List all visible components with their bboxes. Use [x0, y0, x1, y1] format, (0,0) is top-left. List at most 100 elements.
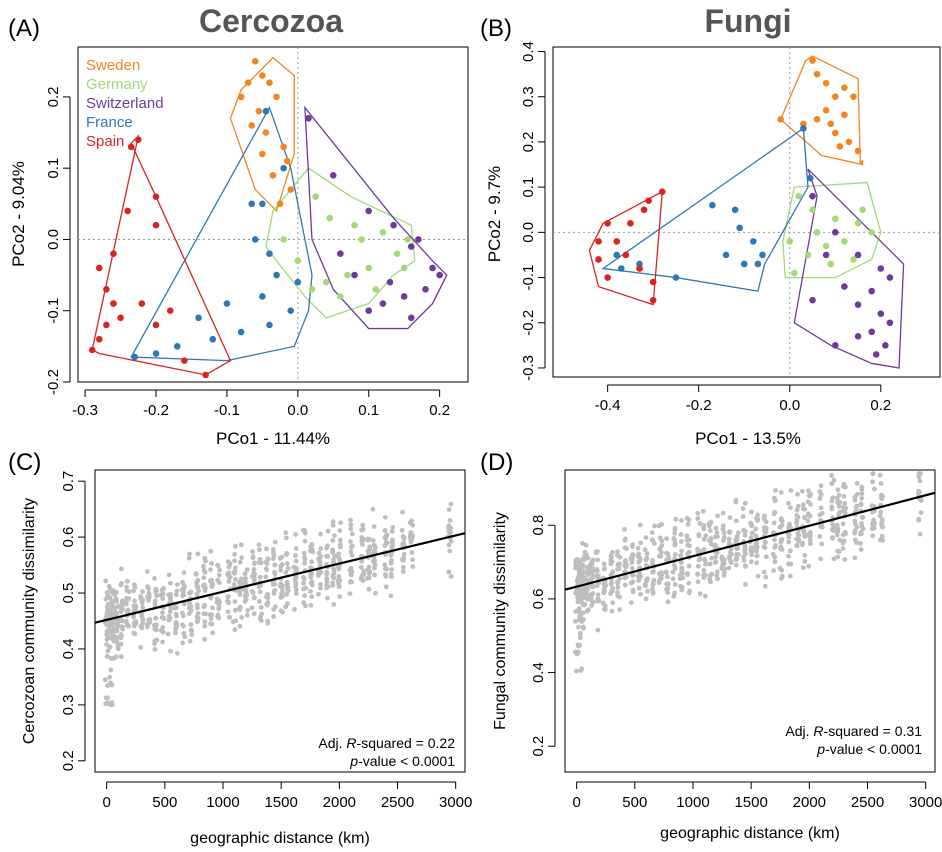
- distance-point: [300, 527, 306, 533]
- distance-point: [733, 562, 739, 568]
- distance-point: [280, 589, 285, 594]
- point-spain: [613, 238, 621, 245]
- panel-label: (B): [480, 15, 512, 42]
- distance-point: [719, 556, 725, 562]
- distance-point: [701, 523, 707, 528]
- distance-point: [741, 557, 747, 563]
- point-germany: [358, 236, 365, 243]
- distance-point: [361, 568, 367, 574]
- distance-point: [152, 576, 157, 581]
- distance-point: [399, 557, 405, 563]
- distance-point: [590, 599, 596, 605]
- distance-point: [123, 601, 129, 607]
- distance-point: [680, 575, 686, 581]
- distance-point: [786, 534, 792, 540]
- point-spain: [117, 314, 124, 322]
- distance-point: [232, 558, 237, 564]
- distance-point: [678, 518, 684, 523]
- distance-point: [382, 514, 388, 520]
- distance-point: [805, 512, 811, 518]
- y-tick-label: 0.0: [520, 222, 537, 243]
- x-tick-label: 3000: [439, 794, 472, 811]
- point-spain: [604, 220, 611, 227]
- distance-point: [335, 577, 341, 583]
- distance-point: [371, 524, 377, 529]
- distance-point: [740, 506, 746, 512]
- distance-point: [609, 588, 615, 593]
- distance-point: [167, 580, 173, 586]
- x-axis-label: PCo1 - 13.5%: [695, 429, 801, 448]
- distance-point: [695, 579, 701, 585]
- distance-point: [795, 503, 801, 509]
- hull-germany: [265, 167, 416, 319]
- distance-point: [650, 591, 656, 596]
- distance-point: [630, 552, 635, 557]
- point-spain: [88, 346, 96, 354]
- point-germany: [791, 269, 798, 277]
- distance-point: [726, 536, 732, 542]
- distance-point: [701, 568, 707, 573]
- distance-point: [870, 479, 875, 485]
- distance-point: [382, 566, 388, 572]
- distance-point: [226, 614, 232, 620]
- distance-point: [800, 502, 806, 508]
- distance-point: [771, 520, 777, 526]
- point-switzerland: [872, 351, 880, 358]
- distance-point: [659, 543, 665, 548]
- distance-point: [118, 635, 124, 641]
- distance-point: [638, 591, 643, 597]
- distance-point: [713, 525, 719, 531]
- distance-point: [265, 556, 271, 562]
- distance-point: [160, 610, 165, 616]
- point-switzerland: [390, 221, 397, 229]
- distance-point: [578, 668, 584, 673]
- distance-point: [244, 567, 250, 573]
- distance-point: [829, 480, 835, 486]
- distance-point: [160, 615, 166, 621]
- point-switzerland: [429, 264, 436, 272]
- distance-point: [159, 587, 165, 593]
- distance-point: [145, 584, 151, 590]
- y-tick-label: -0.2: [45, 369, 62, 395]
- distance-point: [630, 589, 636, 595]
- y-tick-label: 0.2: [60, 750, 77, 771]
- distance-point: [684, 533, 690, 539]
- distance-point: [446, 569, 452, 575]
- distance-point: [382, 528, 388, 533]
- distance-point: [446, 542, 452, 548]
- point-spain: [640, 206, 648, 214]
- distance-point: [842, 500, 848, 506]
- distance-point: [771, 568, 777, 574]
- distance-point: [258, 583, 264, 588]
- distance-point: [201, 611, 207, 617]
- distance-point: [140, 589, 145, 594]
- distance-point: [166, 572, 172, 578]
- point-france: [294, 278, 302, 286]
- distance-point: [748, 520, 754, 526]
- point-germany: [322, 278, 330, 286]
- distance-point: [447, 518, 453, 523]
- distance-point: [796, 538, 802, 544]
- point-switzerland: [809, 296, 816, 304]
- plot-frame: [564, 469, 936, 773]
- distance-point: [836, 503, 842, 509]
- distance-point: [670, 576, 676, 582]
- distance-point: [331, 571, 337, 576]
- distance-point: [174, 588, 180, 594]
- distance-point: [272, 562, 278, 568]
- distance-point: [842, 510, 848, 515]
- distance-point: [580, 601, 586, 607]
- distance-point: [840, 521, 846, 527]
- distance-point: [794, 520, 800, 526]
- distance-point: [638, 540, 643, 546]
- distance-point: [372, 572, 377, 578]
- distance-point: [132, 606, 138, 612]
- x-tick-label: 2500: [851, 794, 884, 811]
- distance-point: [779, 567, 785, 573]
- distance-point: [807, 533, 813, 539]
- distance-point: [701, 526, 707, 532]
- distance-point: [658, 553, 664, 559]
- distance-point: [256, 560, 262, 565]
- point-france: [173, 343, 181, 350]
- legend-entry: France: [86, 114, 133, 131]
